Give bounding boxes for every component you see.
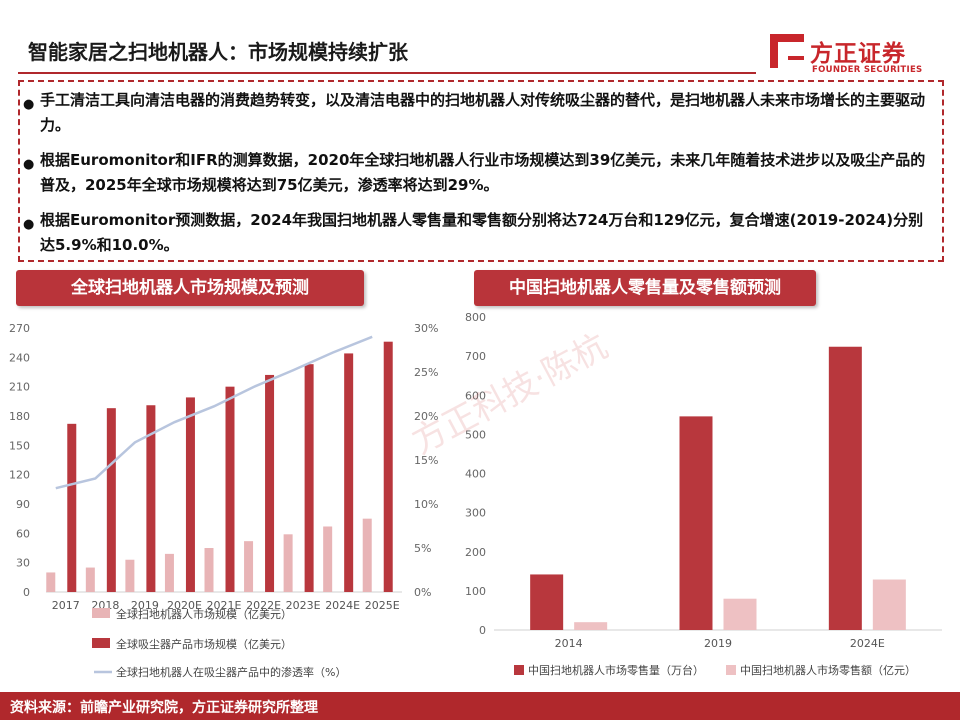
bar-robot-market — [125, 559, 135, 592]
bullet-dot-icon: ● — [23, 97, 35, 112]
bar-robot-market — [244, 541, 254, 592]
brand-logo: 方正证券 FOUNDER SECURITIES — [768, 30, 938, 80]
y-tick-label: 100 — [465, 585, 486, 598]
y2-tick-label: 10% — [414, 498, 438, 511]
bar-robot-market — [204, 548, 214, 592]
legend-swatch — [726, 665, 736, 675]
x-tick-label: 2017 — [52, 599, 80, 612]
footer-bar: 资料来源：前瞻产业研究院，方正证券研究所整理 — [0, 692, 960, 720]
bar-retail-volume — [679, 416, 713, 630]
y-tick-label: 270 — [9, 322, 30, 335]
y-tick-label: 400 — [465, 468, 486, 481]
chart1-title-banner: 全球扫地机器人市场规模及预测 — [16, 270, 364, 306]
bar-vacuum-market — [225, 386, 235, 592]
china-retail-chart: 0 100 200 300 400 500 600 700 800 2014 2019 2024E 中国… — [465, 311, 942, 677]
x-tick-label: 2020E — [167, 599, 202, 612]
y-tick-label: 500 — [465, 428, 486, 441]
y-tick-label: 600 — [465, 389, 486, 402]
bar-vacuum-market — [146, 405, 156, 592]
y-tick-label: 0 — [23, 586, 30, 599]
global-market-chart: 0 30 60 90 120 150 180 210 240 270 0% 5% 10% 15% 20% 25… — [9, 322, 438, 679]
bar-vacuum-market — [344, 353, 354, 592]
y-tick-label: 300 — [465, 507, 486, 520]
y-tick-label: 0 — [479, 624, 486, 637]
summary-bullet: ● 根据Euromonitor和IFR的测算数据，2020年全球扫地机器人行业市… — [23, 148, 938, 198]
x-tick-label: 2025E — [365, 599, 400, 612]
summary-bullet-text: 根据Euromonitor和IFR的测算数据，2020年全球扫地机器人行业市场规… — [40, 151, 926, 194]
y-tick-label: 150 — [9, 439, 30, 452]
summary-box — [18, 80, 944, 262]
y-tick-label: 240 — [9, 351, 30, 364]
x-tick-label: 2019 — [131, 599, 159, 612]
bar-retail-value — [872, 579, 906, 630]
y-tick-label: 60 — [16, 527, 30, 540]
legend-label: 中国扫地机器人市场零售量（万台） — [528, 663, 704, 677]
bar-robot-market — [46, 572, 56, 592]
summary-bullet-text: 手工清洁工具向清洁电器的消费趋势转变，以及清洁电器中的扫地机器人对传统吸尘器的替… — [40, 91, 926, 134]
brand-name: 方正证券 — [810, 41, 906, 67]
y2-tick-label: 5% — [414, 542, 431, 555]
line-penetration-rate — [55, 335, 373, 490]
y2-tick-label: 25% — [414, 366, 438, 379]
bar-robot-market — [164, 553, 174, 592]
summary-bullet-text: 根据Euromonitor预测数据，2024年我国扫地机器人零售量和零售额分别将… — [40, 211, 924, 254]
y-tick-label: 30 — [16, 557, 30, 570]
y2-tick-label: 30% — [414, 322, 438, 335]
y2-tick-label: 0% — [414, 586, 431, 599]
x-tick-label: 2024E — [850, 637, 885, 650]
legend-label: 中国扫地机器人市场零售额（亿元） — [740, 663, 916, 677]
bar-robot-market — [323, 526, 333, 592]
bar-vacuum-market — [106, 408, 116, 592]
x-tick-label: 2022E — [246, 599, 281, 612]
y-tick-label: 120 — [9, 469, 30, 482]
bar-retail-volume — [828, 346, 862, 630]
bar-vacuum-market — [185, 397, 195, 592]
legend-label: 全球扫地机器人市场规模（亿美元） — [116, 607, 292, 621]
x-tick-label: 2023E — [286, 599, 321, 612]
brand-name-en: FOUNDER SECURITIES — [812, 65, 923, 75]
y-tick-label: 800 — [465, 311, 486, 324]
x-tick-label: 2019 — [704, 637, 732, 650]
bar-robot-market — [362, 518, 372, 592]
y2-tick-label: 15% — [414, 454, 438, 467]
x-tick-label: 2024E — [325, 599, 360, 612]
x-tick-label: 2014 — [555, 637, 583, 650]
y2-tick-label: 20% — [414, 410, 438, 423]
bar-retail-value — [723, 598, 757, 630]
y-tick-label: 90 — [16, 498, 30, 511]
summary-bullet: ● 根据Euromonitor预测数据，2024年我国扫地机器人零售量和零售额分… — [23, 208, 938, 258]
y-tick-label: 700 — [465, 350, 486, 363]
bar-retail-value — [574, 622, 608, 630]
bullet-dot-icon: ● — [23, 217, 35, 232]
bullet-dot-icon: ● — [23, 157, 35, 172]
legend-label: 全球扫地机器人在吸尘器产品中的渗透率（%） — [116, 665, 346, 679]
source-note: 资料来源：前瞻产业研究院，方正证券研究所整理 — [10, 700, 318, 716]
x-tick-label: 2021E — [207, 599, 242, 612]
legend-swatch — [92, 638, 110, 648]
y-tick-label: 210 — [9, 381, 30, 394]
bar-robot-market — [85, 567, 95, 592]
page-title: 智能家居之扫地机器人：市场规模持续扩张 — [28, 40, 408, 64]
title-divider — [18, 72, 756, 74]
bar-robot-market — [283, 534, 293, 592]
legend-label: 全球吸尘器产品市场规模（亿美元） — [116, 637, 292, 651]
bar-vacuum-market — [265, 374, 275, 592]
bar-vacuum-market — [67, 423, 77, 592]
legend-swatch — [92, 608, 110, 618]
y-tick-label: 200 — [465, 546, 486, 559]
y-tick-label: 180 — [9, 410, 30, 423]
summary-bullet: ● 手工清洁工具向清洁电器的消费趋势转变，以及清洁电器中的扫地机器人对传统吸尘器… — [23, 88, 938, 138]
founder-logo-icon — [770, 34, 804, 68]
bar-retail-volume — [530, 574, 564, 630]
chart2-title-banner: 中国扫地机器人零售量及零售额预测 — [474, 270, 816, 306]
bar-vacuum-market — [304, 364, 314, 592]
legend-swatch — [514, 665, 524, 675]
bar-vacuum-market — [383, 341, 393, 592]
